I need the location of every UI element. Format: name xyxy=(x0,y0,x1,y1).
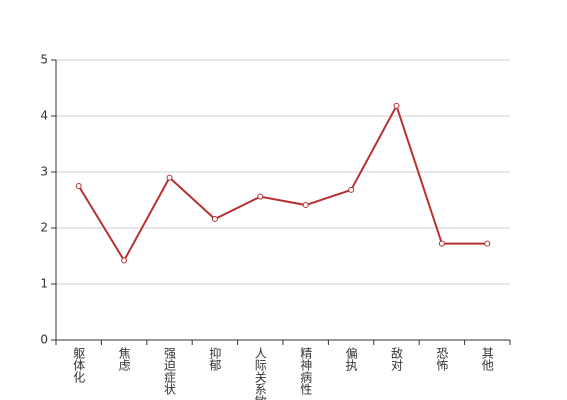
data-point xyxy=(75,183,82,189)
data-point xyxy=(257,193,264,200)
x-tick-label: 精神病性 xyxy=(299,347,313,396)
y-tick-label: 3 xyxy=(40,165,48,179)
data-point xyxy=(484,240,491,247)
x-tick-label: 敌对 xyxy=(390,346,404,371)
data-point xyxy=(393,102,400,109)
x-tick-label: 恐怖 xyxy=(435,347,449,371)
x-tick-label: 抑郁 xyxy=(208,346,222,372)
y-tick-label: 5 xyxy=(40,53,48,67)
data-point xyxy=(348,186,355,193)
series-line xyxy=(77,103,488,263)
x-tick-label: 躯体化 xyxy=(72,346,86,384)
x-tick-label: 强迫症状 xyxy=(163,347,177,395)
x-tick-label: 其他 xyxy=(480,347,494,371)
y-tick-label: 0 xyxy=(40,333,48,347)
x-tick-label: 焦虑 xyxy=(117,347,131,371)
data-point xyxy=(166,174,173,181)
x-tick-label: 偏执 xyxy=(344,346,358,372)
y-tick-label: 4 xyxy=(40,109,48,123)
data-point xyxy=(438,240,445,247)
y-tick-label: 2 xyxy=(40,221,48,235)
data-point xyxy=(211,216,218,223)
x-tick-label: 人际关系敏感 xyxy=(253,347,267,400)
data-point xyxy=(121,257,128,264)
data-point xyxy=(302,202,309,209)
y-tick-label: 1 xyxy=(40,277,48,291)
